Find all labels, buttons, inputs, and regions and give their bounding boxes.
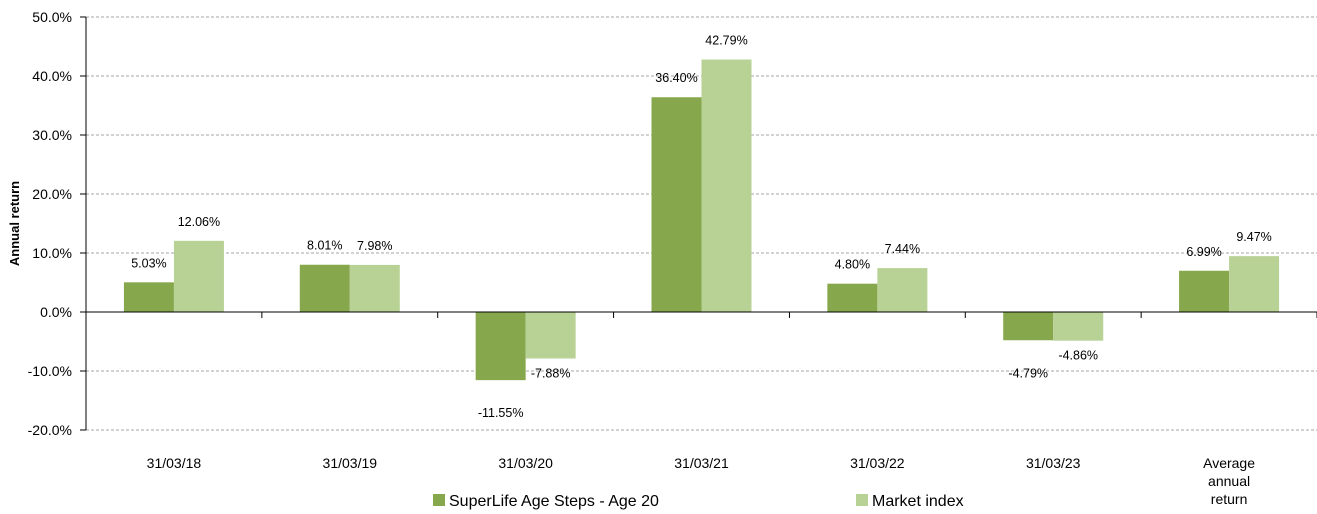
data-label: 7.98% [357, 239, 392, 253]
legend-swatch [856, 494, 868, 506]
data-label: 7.44% [885, 242, 920, 256]
category-label: 31/03/19 [323, 455, 378, 471]
data-labels: 5.03% 8.01% -11.55% 36.40% 4.80% -4.79% 6.99% 1… [131, 34, 1272, 421]
category-label-line: 31/03/21 [674, 455, 729, 471]
y-tick-label: 40.0% [32, 68, 72, 84]
legend: SuperLife Age Steps - Age 20 Market index [433, 493, 964, 510]
bar [701, 59, 752, 312]
bar [827, 283, 878, 312]
bar [349, 264, 400, 312]
category-label-line: return [1211, 491, 1248, 507]
bar [475, 312, 526, 381]
data-label: -11.55% [478, 406, 524, 420]
bar [651, 97, 702, 313]
data-label: 42.79% [705, 34, 747, 48]
category-label-line: 31/03/23 [1026, 455, 1081, 471]
category-label: 31/03/20 [498, 455, 553, 471]
category-label: 31/03/22 [850, 455, 905, 471]
y-axis-label: Annual return [7, 181, 22, 266]
bar [1053, 312, 1104, 341]
y-tick-label: 10.0% [32, 245, 72, 261]
legend-label: Market index [872, 493, 964, 510]
axes [85, 17, 1317, 430]
bar [123, 282, 174, 312]
data-label: 4.80% [835, 258, 870, 272]
category-label-line: 31/03/20 [498, 455, 553, 471]
data-label: 6.99% [1186, 245, 1221, 259]
category-labels: 31/03/18 31/03/19 31/03/20 31/03/21 31/03/22… [147, 455, 1256, 507]
bar [1229, 256, 1280, 312]
category-label: 31/03/18 [147, 455, 202, 471]
data-label: 9.47% [1236, 230, 1271, 244]
data-label: -4.86% [1058, 349, 1098, 363]
bar [173, 240, 224, 312]
data-label: 12.06% [178, 215, 220, 229]
y-tick-label: -10.0% [28, 363, 72, 379]
y-tick-label: 30.0% [32, 127, 72, 143]
category-label-line: 31/03/22 [850, 455, 905, 471]
data-label: -4.79% [1008, 366, 1048, 380]
y-tick-label: -20.0% [28, 422, 72, 438]
category-label: Average annual return [1203, 455, 1255, 507]
data-label: 36.40% [655, 71, 697, 85]
category-label-line: 31/03/19 [323, 455, 378, 471]
bar [1179, 270, 1230, 312]
legend-swatch [433, 494, 445, 506]
bar [299, 264, 350, 312]
data-label: 8.01% [307, 239, 342, 253]
y-tick-label: 20.0% [32, 186, 72, 202]
data-label: 5.03% [131, 256, 166, 270]
category-label-line: annual [1208, 473, 1250, 489]
category-label-line: Average [1203, 455, 1255, 471]
category-label: 31/03/21 [674, 455, 729, 471]
bar [1003, 312, 1054, 341]
data-label: -7.88% [531, 366, 571, 380]
legend-label: SuperLife Age Steps - Age 20 [449, 493, 659, 510]
category-label: 31/03/23 [1026, 455, 1081, 471]
category-label-line: 31/03/18 [147, 455, 202, 471]
y-axis-ticks: -20.0% -10.0% 0.0% 10.0% 20.0% 30.0% 40.0% 50.0… [28, 9, 72, 438]
bars [123, 59, 1280, 381]
y-tick-label: 0.0% [40, 304, 72, 320]
bar [525, 312, 576, 359]
y-tick-label: 50.0% [32, 9, 72, 25]
bar [877, 268, 928, 312]
